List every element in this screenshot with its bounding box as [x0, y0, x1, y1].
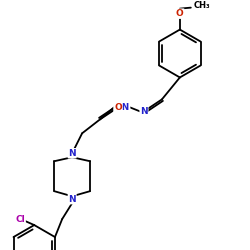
Text: HN: HN	[114, 103, 130, 112]
Text: N: N	[140, 107, 148, 116]
Text: N: N	[68, 195, 76, 204]
Text: O: O	[176, 9, 184, 18]
Text: CH₃: CH₃	[194, 1, 210, 10]
Text: Cl: Cl	[16, 214, 25, 224]
Text: N: N	[68, 149, 76, 158]
Text: O: O	[114, 103, 122, 112]
